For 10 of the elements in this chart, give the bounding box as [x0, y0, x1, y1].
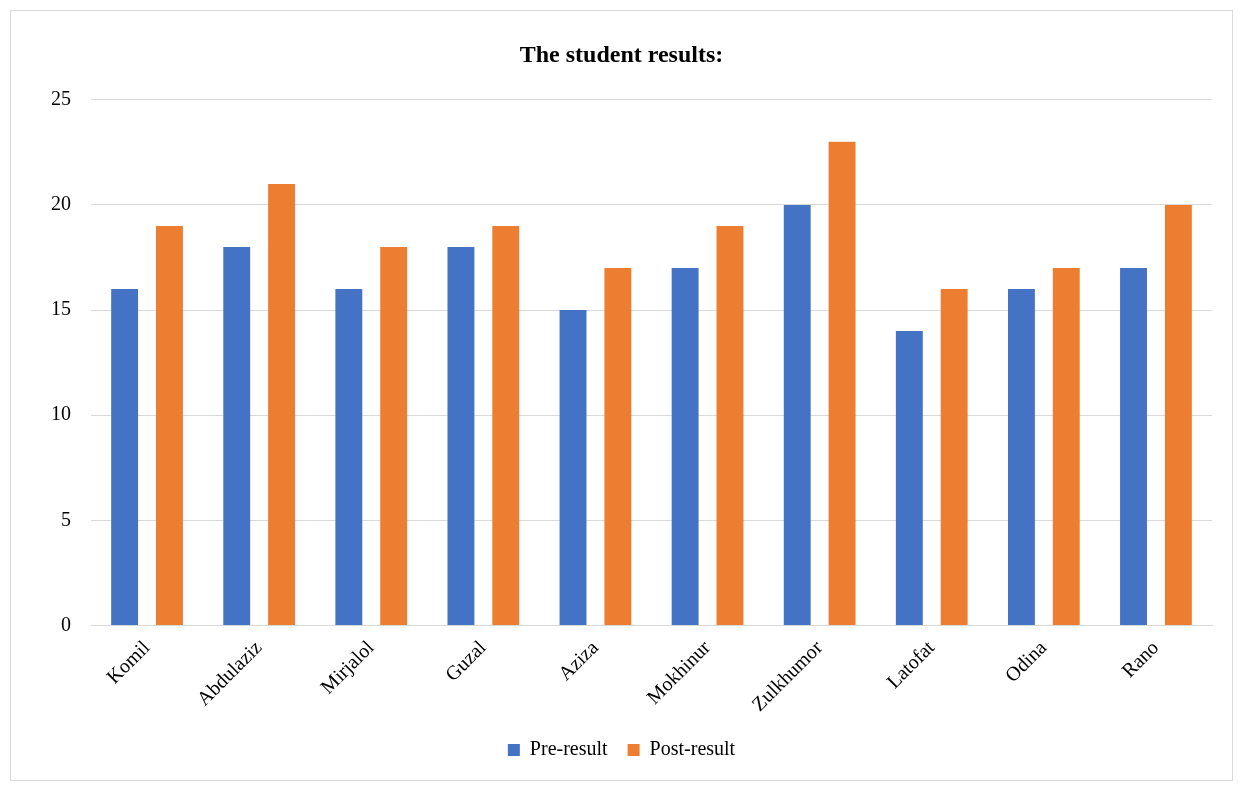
legend-label: Post-result — [649, 737, 736, 760]
x-tick-label: Rano — [1117, 635, 1163, 682]
legend-label: Pre-result — [529, 737, 609, 760]
y-tick-label: 5 — [61, 507, 71, 530]
chart-title: The student results: — [519, 40, 724, 67]
y-tick-label: 20 — [51, 192, 71, 215]
y-tick-label: 10 — [51, 402, 71, 425]
y-tick-label: 15 — [51, 297, 71, 320]
y-tick-label: 0 — [61, 612, 71, 635]
y-tick-label: 25 — [51, 87, 71, 110]
